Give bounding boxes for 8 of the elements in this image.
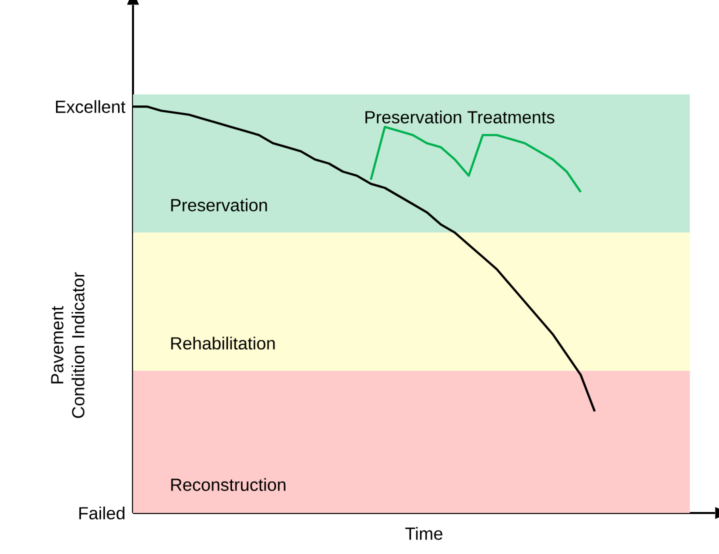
text: Excellent [56, 100, 126, 114]
series-label: Preservation Treatments [365, 110, 554, 124]
band-label: Rehabilitation [171, 336, 275, 350]
y-axis-title: Pavement Condition Indicator [51, 272, 84, 418]
text: Failed [79, 506, 124, 520]
x-axis-title: Time [405, 527, 442, 540]
band-label: Preservation [171, 198, 267, 212]
band-label: Reconstruction [171, 478, 286, 491]
